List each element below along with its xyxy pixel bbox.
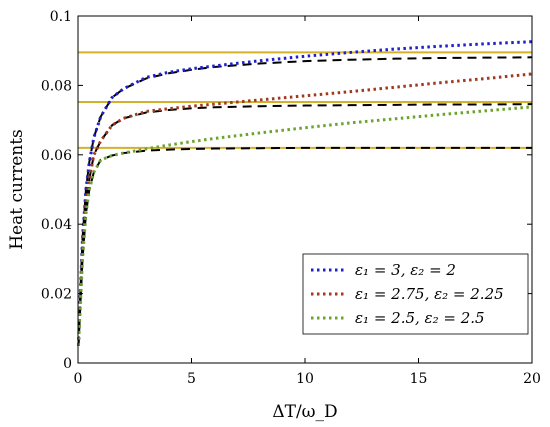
y-tick-label: 0.1 [50, 9, 72, 25]
axis-ticks: 0 5 10 15 20 0 0.02 0.04 0.06 0.08 0.1 [41, 9, 541, 387]
x-tick-label: 5 [187, 371, 196, 387]
y-tick-label: 0.08 [41, 78, 72, 94]
dashed-series-5 [77, 103, 533, 346]
y-tick-label: 0.02 [41, 287, 72, 303]
dashed-series-6 [77, 146, 532, 346]
x-axis-label: ΔT/ω_D [272, 402, 337, 422]
x-tick-label: 20 [523, 371, 541, 387]
y-tick-label: 0.04 [41, 217, 72, 233]
legend-entry-label: ε₁ = 3, ε₂ = 2 [355, 261, 456, 279]
legend-entry-label: ε₁ = 2.75, ε₂ = 2.25 [355, 285, 504, 303]
dashed-series-4 [77, 56, 533, 346]
x-tick-label: 10 [296, 371, 314, 387]
y-tick-label: 0 [63, 356, 72, 372]
x-tick-label: 0 [74, 371, 83, 387]
x-tick-label: 15 [410, 371, 428, 387]
legend-box [302, 253, 529, 335]
legend-entry-label: ε₁ = 2.5, ε₂ = 2.5 [355, 309, 485, 327]
y-axis-label: Heat currents [7, 129, 27, 250]
dotted-series-3 [76, 105, 533, 346]
legend: ε₁ = 3, ε₂ = 2 ε₁ = 2.75, ε₂ = 2.25 ε₁ = 2… [302, 253, 529, 335]
y-tick-label: 0.06 [41, 148, 72, 164]
plot-area [76, 40, 533, 346]
